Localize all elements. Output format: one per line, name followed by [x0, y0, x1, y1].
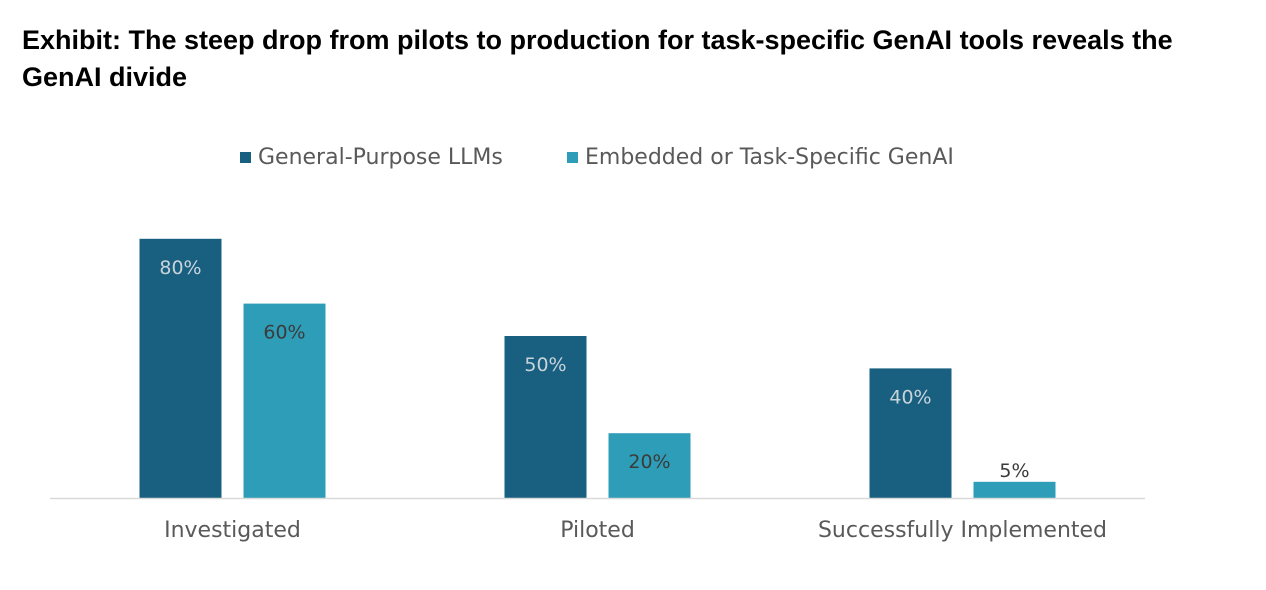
bar-successfully-implemented-series-0 [869, 368, 952, 498]
category-label: Successfully Implemented [818, 518, 1107, 543]
bar-piloted-series-0 [504, 336, 587, 498]
category-label: Investigated [164, 518, 301, 543]
bar-successfully-implemented-series-1 [973, 481, 1056, 498]
legend-item-task-specific: Embedded or Task-Specific GenAI [567, 140, 954, 174]
bar-piloted-series-1 [608, 433, 691, 498]
data-label: 5% [999, 460, 1029, 482]
category-label: Piloted [560, 518, 635, 543]
data-label: 40% [889, 386, 931, 408]
bar-investigated-series-0 [139, 238, 222, 499]
legend-label-task-specific: Embedded or Task-Specific GenAI [585, 144, 954, 170]
legend-swatch-general-purpose [240, 151, 251, 163]
bar-investigated-series-1 [243, 303, 326, 498]
legend-label-general-purpose: General-Purpose LLMs [258, 144, 503, 170]
data-label: 20% [628, 451, 670, 473]
legend-swatch-task-specific [567, 151, 578, 163]
legend-item-general-purpose: General-Purpose LLMs [240, 140, 503, 174]
data-label: 80% [159, 257, 201, 279]
data-label: 50% [524, 354, 566, 376]
chart-legend: General-Purpose LLMs Embedded or Task-Sp… [0, 140, 1266, 174]
chart-title: Exhibit: The steep drop from pilots to p… [22, 25, 1173, 92]
data-label: 60% [263, 322, 305, 344]
